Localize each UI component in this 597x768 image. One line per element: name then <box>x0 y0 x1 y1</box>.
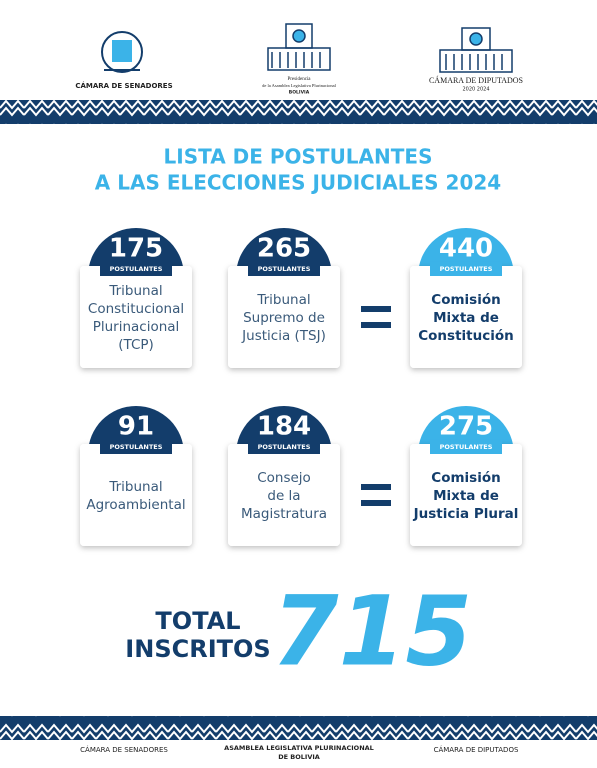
card-ribbon <box>100 440 172 454</box>
card-unit: POSTULANTES <box>110 443 163 451</box>
card-number: 275 <box>439 412 493 442</box>
card <box>410 266 522 368</box>
card-unit: POSTULANTES <box>440 443 493 451</box>
footer-right: CÁMARA DE DIPUTADOS <box>434 745 519 754</box>
title: LISTA DE POSTULANTES <box>164 145 433 169</box>
total-label: INSCRITOS <box>125 635 270 663</box>
card-label: Tribunal <box>108 283 162 299</box>
card <box>228 444 340 546</box>
equals-bar <box>361 306 391 312</box>
header-left: CÁMARA DE SENADORES <box>75 81 172 90</box>
card-label: Justicia Plural <box>413 506 519 522</box>
card-label: Comisión <box>431 292 500 308</box>
card-ribbon <box>430 440 502 454</box>
cards: 175POSTULANTESTribunalConstitucionalPlur… <box>80 228 522 546</box>
header-center: Presidencia <box>287 77 311 82</box>
card-label: Magistratura <box>241 506 327 522</box>
pattern-band <box>0 100 597 124</box>
logo-senadores <box>101 31 143 73</box>
header-center: de la Asamblea Legislativa Plurinacional <box>262 83 336 88</box>
footer-center: ASAMBLEA LEGISLATIVA PLURINACIONAL <box>224 744 374 752</box>
card-number: 440 <box>439 234 493 264</box>
card-label: de la <box>267 488 300 504</box>
footer-left: CÁMARA DE SENADORES <box>80 745 168 754</box>
card-label: (TCP) <box>118 337 154 353</box>
card <box>80 444 192 546</box>
card <box>80 266 192 368</box>
card-label: Constitución <box>418 328 514 344</box>
card-label: Comisión <box>431 470 500 486</box>
total-label: TOTAL <box>155 607 240 635</box>
header-center: BOLIVIA <box>289 90 310 96</box>
card-label: Agroambiental <box>86 497 185 513</box>
card-label: Constitucional <box>88 301 184 317</box>
footer-center: DE BOLIVIA <box>278 753 320 761</box>
card-ribbon <box>248 262 320 276</box>
header-right: 2020 2024 <box>462 87 489 93</box>
pattern-band <box>0 716 597 740</box>
equals-bar <box>361 484 391 490</box>
card-ribbon <box>430 262 502 276</box>
card-label: Consejo <box>257 470 311 486</box>
card-unit: POSTULANTES <box>258 443 311 451</box>
logo-asamblea <box>267 23 331 71</box>
card-unit: POSTULANTES <box>440 265 493 273</box>
card-number: 175 <box>109 234 163 264</box>
card-number: 265 <box>257 234 311 264</box>
equals-bar <box>361 322 391 328</box>
equals-bar <box>361 500 391 506</box>
card-ribbon <box>248 440 320 454</box>
card <box>410 444 522 546</box>
card <box>228 266 340 368</box>
card-ribbon <box>100 262 172 276</box>
card-label: Justicia (TSJ) <box>241 328 326 344</box>
header-right: CÁMARA DE DIPUTADOS <box>429 75 523 85</box>
card-label: Tribunal <box>256 292 310 308</box>
logo-diputados <box>439 27 513 73</box>
card-number: 184 <box>257 412 311 442</box>
card-label: Plurinacional <box>93 319 180 335</box>
card-label: Mixta de <box>433 488 499 504</box>
card-label: Supremo de <box>243 310 325 326</box>
card-label: Mixta de <box>433 310 499 326</box>
card-unit: POSTULANTES <box>110 265 163 273</box>
card-number: 91 <box>118 412 154 442</box>
card-label: Tribunal <box>108 479 162 495</box>
total-value: 715 <box>272 575 472 687</box>
card-unit: POSTULANTES <box>258 265 311 273</box>
title: A LAS ELECCIONES JUDICIALES 2024 <box>95 171 501 195</box>
